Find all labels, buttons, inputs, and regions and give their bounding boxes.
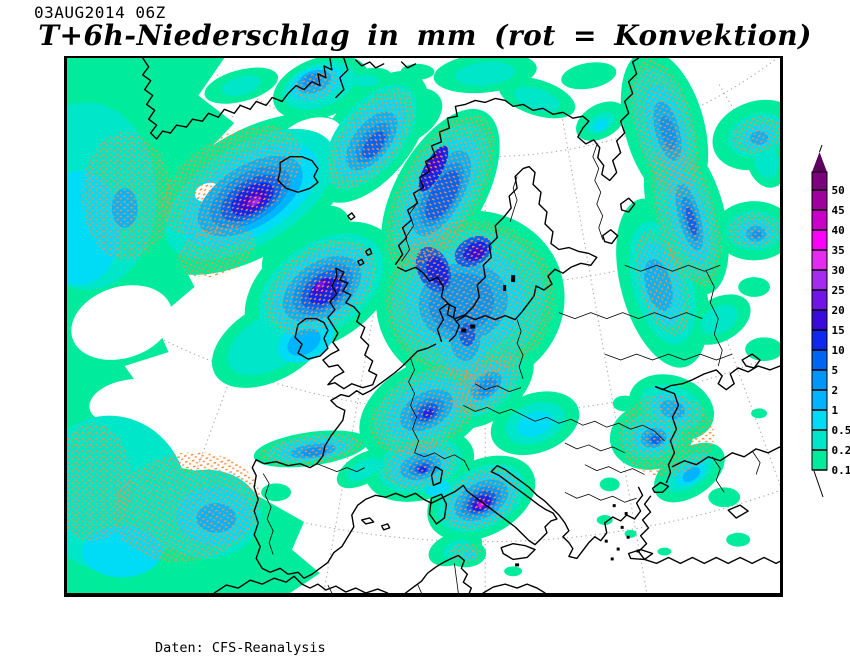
run-datetime: 03AUG2014 06Z: [34, 3, 166, 22]
legend-arrow: [812, 152, 827, 172]
coastlines: [141, 58, 780, 593]
legend-segment: [812, 190, 827, 210]
legend-segment: [812, 390, 827, 410]
legend-segment: [812, 310, 827, 330]
legend-ticks: [812, 189, 827, 471]
legend-segment: [812, 210, 827, 230]
island-dots: [461, 275, 640, 567]
legend-segment: [812, 430, 827, 450]
legend-label: 30: [832, 264, 845, 277]
map-title: T+6h-Niederschlag in mm (rot = Konvektio…: [38, 19, 812, 52]
legend-segment: [812, 410, 827, 430]
legend-label: 20: [832, 304, 845, 317]
legend-label: 0.2: [832, 444, 850, 457]
legend-label: 5: [832, 364, 839, 377]
footer-data-source: Daten: CFS-Reanalysis: [155, 640, 326, 656]
precipitation-map: [67, 58, 780, 593]
precipitation-scale-legend: 50 45 40 35 30 25 20 15 10 5 2 1 0.5 0.2…: [811, 145, 850, 498]
legend-label: 0.1: [832, 464, 850, 477]
map-frame: [64, 56, 783, 597]
legend-label: 2: [832, 384, 839, 397]
legend-label: 35: [832, 244, 845, 257]
legend-label: 1: [832, 404, 839, 417]
legend-segment: [812, 330, 827, 350]
legend-arrow-spike: [819, 145, 823, 153]
legend-segment: [812, 250, 827, 270]
legend-label: 25: [832, 284, 845, 297]
legend-label: 50: [832, 184, 845, 197]
legend-segment: [812, 350, 827, 370]
legend-segment: [812, 270, 827, 290]
legend-segment: [812, 172, 827, 190]
footer-credits: Daten: CFS-Reanalysis (C) Wetterzentrale…: [155, 606, 326, 657]
country-borders: [262, 144, 761, 593]
legend-label: 0.5: [832, 424, 850, 437]
convection-speckles: [67, 58, 780, 564]
legend-segment: [812, 370, 827, 390]
legend-label: 40: [832, 224, 845, 237]
legend-label: 45: [832, 204, 845, 217]
legend-label: 10: [832, 344, 845, 357]
legend-segment: [812, 230, 827, 250]
legend-segment: [812, 450, 827, 470]
legend-label: 15: [832, 324, 845, 337]
legend-segment: [812, 290, 827, 310]
legend-pointer-line: [813, 470, 824, 498]
